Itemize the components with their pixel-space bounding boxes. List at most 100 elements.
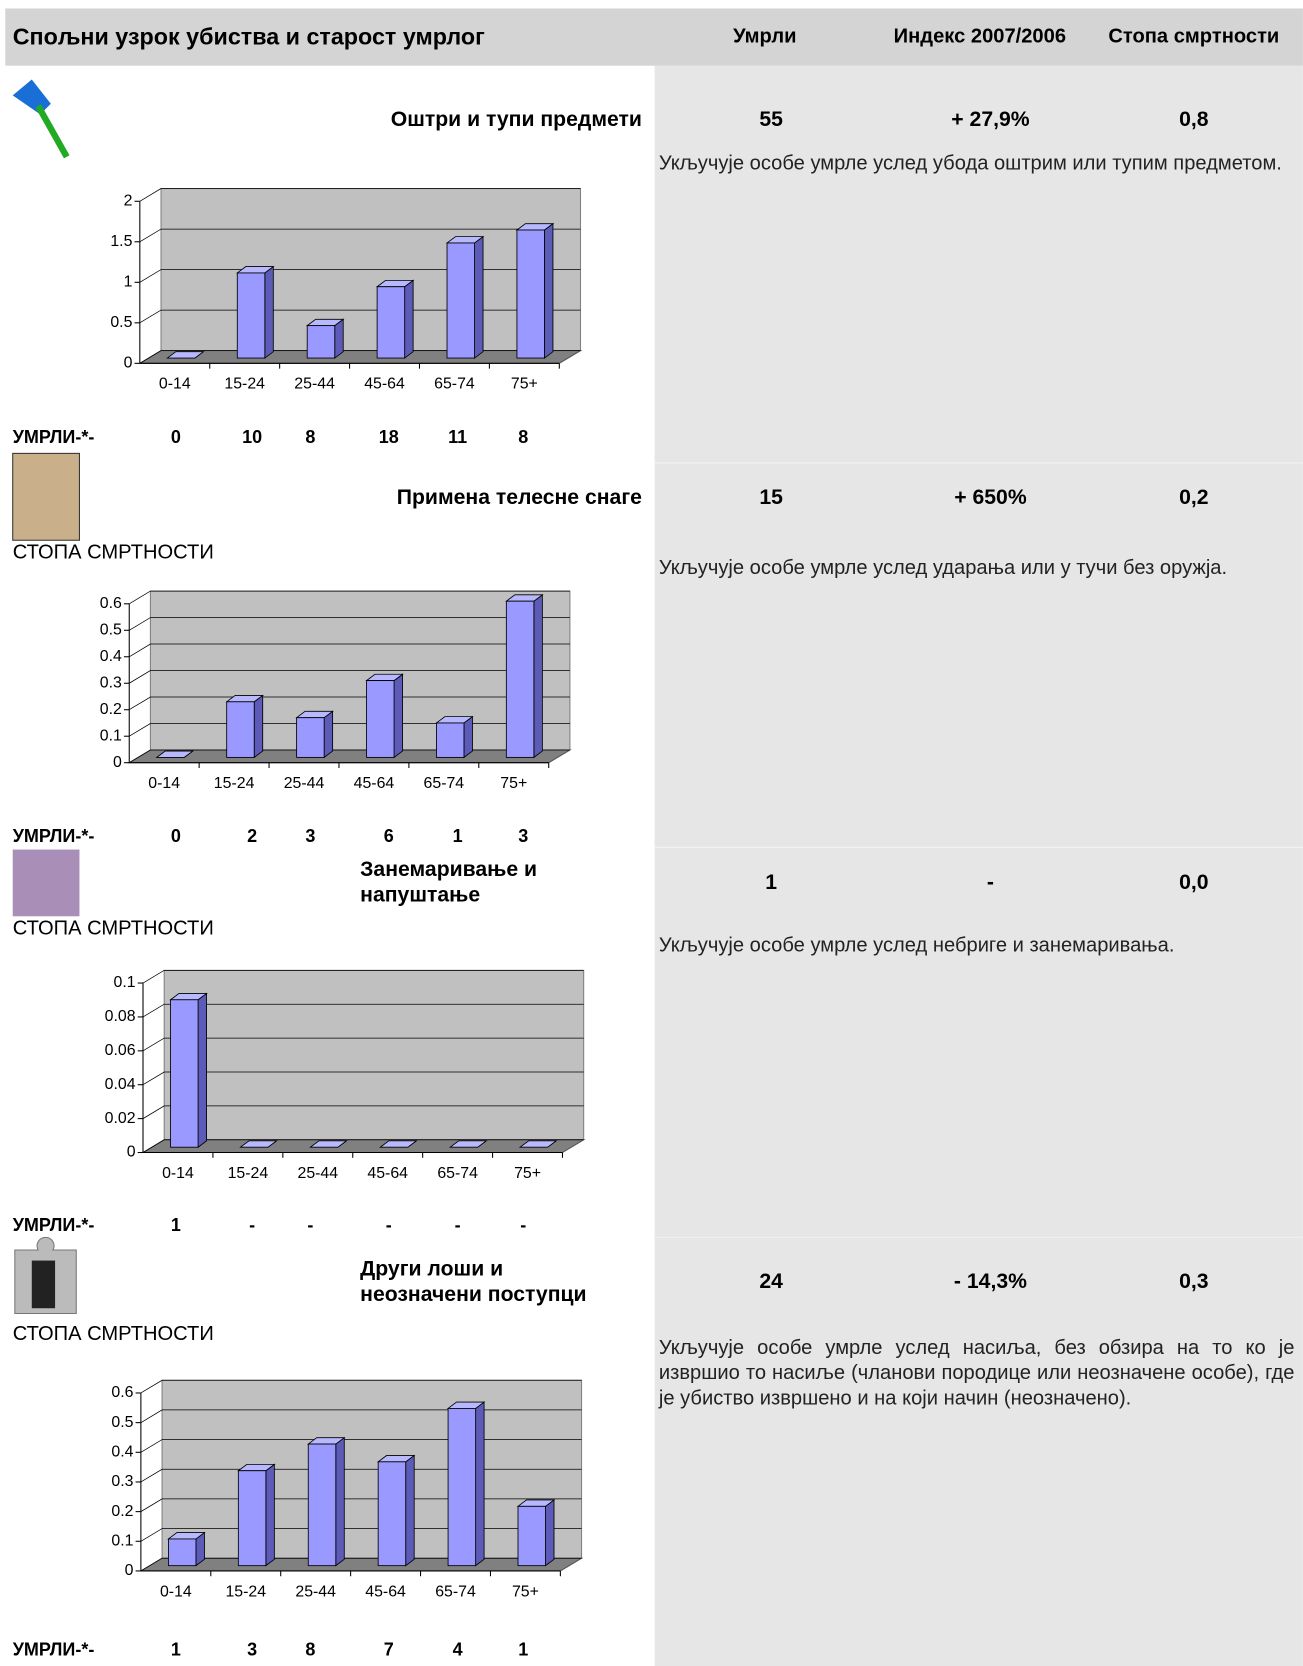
x-tick-label: 65-74 — [435, 1583, 476, 1600]
deaths-label: УМРЛИ-*- — [12, 1639, 95, 1660]
y-tick-label: 0.2 — [100, 701, 122, 718]
y-tick-label: 0 — [124, 355, 133, 372]
x-tick-label: 0-14 — [159, 376, 191, 393]
bar-side — [475, 1401, 485, 1567]
y-tick-label: 1 — [124, 273, 133, 290]
y-tick-label: 0.6 — [100, 595, 122, 612]
rate: 0,2 — [1179, 486, 1209, 510]
floor — [137, 350, 583, 364]
description: Укључује особе умрле услед убода оштрим … — [658, 152, 1282, 175]
grid-line — [139, 309, 581, 324]
description: Укључује особе умрле услед ударања или у… — [658, 557, 1228, 580]
y-tick-label: 1.5 — [110, 233, 132, 250]
x-tick-label: 45-64 — [367, 1165, 408, 1182]
y-tick-label: 0.5 — [111, 1414, 133, 1431]
y-tick-label: 0.08 — [105, 1008, 136, 1025]
y-tick-label: 0.6 — [111, 1384, 133, 1401]
grid-line — [129, 643, 570, 658]
description: Укључује особе умрле услед насиља, без о… — [658, 1336, 1295, 1410]
description: Укључује особе умрле услед небриге и зан… — [658, 934, 1175, 957]
deaths-by-age: - — [520, 1215, 527, 1236]
x-tick-label: 15-24 — [225, 1583, 266, 1600]
floor — [141, 1139, 586, 1154]
bar-side — [265, 1463, 275, 1567]
y-tick-label: 0 — [127, 1144, 136, 1161]
grid-line — [139, 228, 581, 243]
deaths-by-age: 2 — [247, 826, 258, 847]
bar-side — [335, 1436, 345, 1567]
deaths-label: УМРЛИ-*- — [12, 826, 95, 847]
icon-photo — [12, 849, 80, 917]
deaths: 24 — [759, 1270, 783, 1294]
bar-top — [309, 1140, 348, 1148]
y-tick-label: 0.3 — [100, 674, 122, 691]
y-tick-label: 0 — [125, 1562, 134, 1579]
grid-line — [142, 1105, 584, 1119]
index: + 27,9% — [951, 108, 1030, 132]
y-tick-label: 0.02 — [105, 1110, 136, 1127]
x-tick-label: 45-64 — [354, 775, 395, 792]
deaths-by-age: 3 — [247, 1639, 258, 1660]
grid-line — [142, 969, 584, 984]
bar — [366, 680, 395, 758]
bar-top — [518, 1140, 558, 1148]
deaths-by-age: 1 — [518, 1639, 529, 1660]
info-panel — [654, 65, 1303, 1666]
floor — [127, 749, 572, 764]
bar-side — [393, 673, 403, 759]
y-tick-label: 0.4 — [111, 1443, 133, 1460]
deaths-by-age: - — [385, 1215, 392, 1236]
deaths-by-age: 4 — [452, 1639, 463, 1660]
icon-figure — [31, 1260, 56, 1309]
grid-line — [142, 1003, 584, 1018]
deaths: 15 — [759, 486, 783, 510]
deaths-label: УМРЛИ-*- — [12, 426, 95, 448]
grid-line — [140, 1468, 582, 1483]
index: - — [986, 870, 994, 895]
x-tick-label: 75+ — [512, 1583, 539, 1600]
bar-top — [166, 351, 205, 359]
rate: 0,8 — [1179, 108, 1209, 132]
deaths-by-age: 0 — [170, 426, 181, 448]
bar-side — [253, 694, 264, 759]
bar — [436, 722, 465, 758]
x-tick-label: 75+ — [500, 775, 527, 792]
bar — [376, 286, 406, 359]
x-tick-label: 15-24 — [228, 1165, 269, 1182]
back-wall — [163, 969, 585, 1141]
x-tick-label: 0-14 — [160, 1583, 192, 1600]
deaths-label: УМРЛИ-*- — [12, 1215, 95, 1236]
bar-side — [264, 265, 274, 359]
grid-line — [129, 696, 570, 711]
grid-line — [140, 1528, 582, 1542]
bar — [168, 1538, 197, 1567]
bar — [516, 229, 545, 359]
x-tick-label: 15-24 — [224, 376, 265, 393]
deaths-by-age: 8 — [518, 426, 529, 448]
deaths-by-age: 1 — [452, 826, 463, 847]
bar — [307, 1443, 337, 1567]
x-tick-label: 75+ — [511, 376, 538, 393]
grid-line — [129, 670, 570, 684]
x-tick-label: 65-74 — [434, 376, 475, 393]
grid-line — [139, 269, 581, 283]
bar — [226, 701, 255, 758]
deaths-by-age: - — [454, 1215, 461, 1236]
section-title: Оштри и тупи предмети — [390, 108, 642, 132]
bar-top — [239, 1140, 278, 1148]
bar-side — [405, 1454, 415, 1567]
deaths-by-age: 11 — [448, 426, 468, 448]
deaths-by-age: 3 — [518, 826, 529, 847]
column-header: Индекс 2007/2006 — [893, 25, 1067, 48]
rate-label: СТОПА СМРТНОСТИ — [12, 1323, 214, 1346]
bar — [377, 1461, 407, 1567]
bar — [296, 717, 325, 758]
grid-line — [142, 1037, 584, 1052]
x-tick-label: 45-64 — [365, 1583, 406, 1600]
x-tick-label: 75+ — [514, 1165, 541, 1182]
deaths-by-age: 10 — [242, 426, 263, 448]
bar — [447, 1408, 477, 1567]
deaths: 1 — [765, 870, 778, 895]
grid-line — [129, 617, 570, 631]
